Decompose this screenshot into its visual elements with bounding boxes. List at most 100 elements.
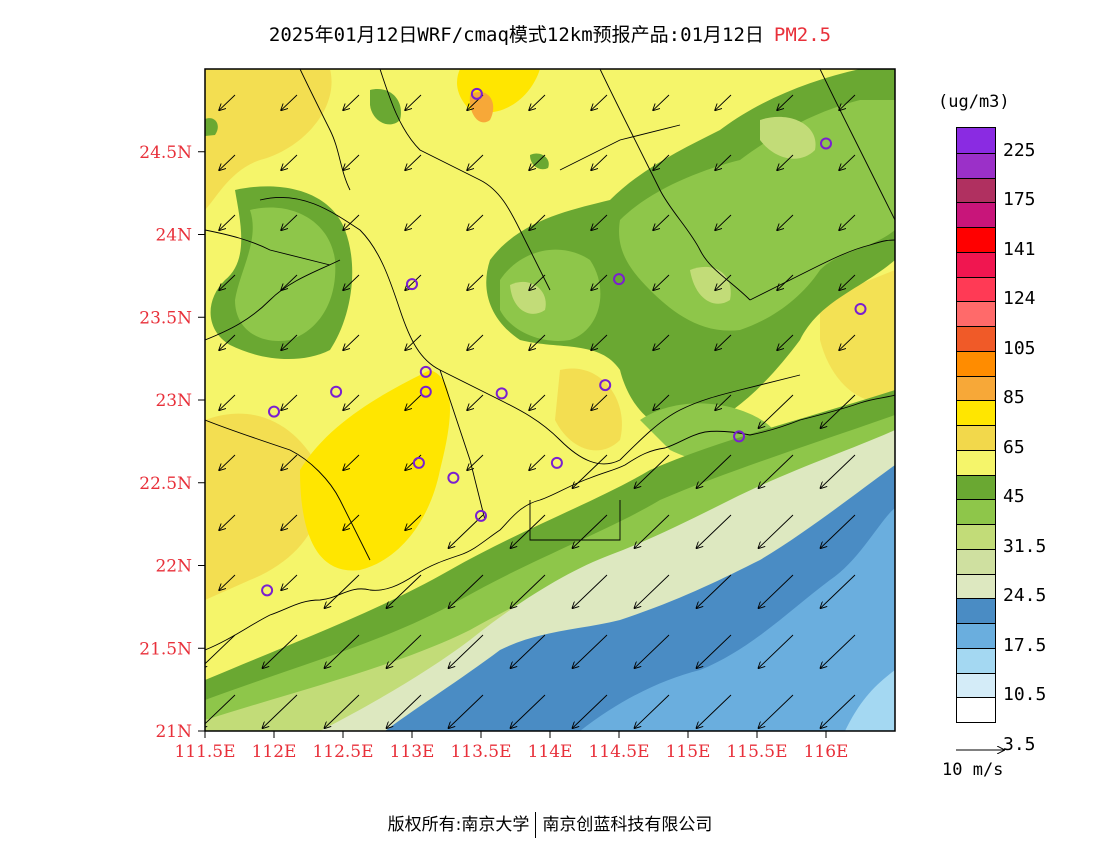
legend-swatch — [957, 202, 995, 227]
legend-swatch — [957, 326, 995, 351]
wind-arrow — [777, 274, 794, 290]
wind-arrow — [758, 394, 794, 428]
wind-arrow — [281, 214, 298, 230]
wind-arrow — [653, 274, 670, 290]
wind-arrow — [820, 574, 856, 608]
wind-arrow — [820, 454, 856, 488]
wind-arrow — [572, 574, 608, 608]
legend-swatch — [957, 647, 995, 673]
wind-arrow — [510, 634, 546, 668]
wind-arrow — [839, 214, 856, 230]
wind-arrow — [696, 694, 732, 728]
wind-arrow — [467, 454, 484, 470]
wind-arrow — [839, 94, 856, 110]
wind-arrow — [529, 154, 546, 170]
legend-swatch — [957, 177, 995, 203]
wind-arrow — [219, 514, 236, 530]
station-marker — [820, 137, 832, 150]
wind-arrow — [653, 394, 670, 410]
lon-label: 114E — [528, 742, 573, 762]
legend-swatch — [957, 573, 995, 599]
legend-label: 17.5 — [1003, 634, 1047, 656]
station-marker — [475, 509, 487, 522]
legend-swatch — [957, 301, 995, 326]
lat-label: 22N — [155, 557, 192, 577]
wind-arrow — [715, 154, 732, 170]
wind-arrow — [820, 394, 856, 428]
legend-label: 124 — [1003, 288, 1036, 310]
lon-label: 111.5E — [174, 742, 235, 762]
latitude-axis: 24.5N 24N 23.5N 23N 22.5N 22N 21.5N 21N — [139, 143, 205, 742]
wind-arrow — [467, 394, 484, 410]
wind-arrow — [281, 514, 298, 530]
legend-label: 141 — [1003, 238, 1036, 260]
wind-arrow — [281, 454, 298, 470]
monitoring-stations — [261, 87, 867, 597]
wind-arrow — [281, 334, 298, 350]
lon-label: 114.5E — [588, 742, 649, 762]
wind-arrow — [281, 574, 298, 590]
wind-vectors — [205, 94, 856, 728]
lon-label: 115E — [666, 742, 711, 762]
wind-arrow — [405, 154, 422, 170]
wind-arrow — [529, 274, 546, 290]
legend-label: 45 — [1003, 486, 1025, 508]
lat-label: 24.5N — [139, 143, 192, 163]
wind-arrow — [715, 214, 732, 230]
wind-arrow — [696, 634, 732, 668]
lat-label: 23.5N — [139, 308, 192, 328]
wind-arrow — [591, 274, 608, 290]
wind-arrow — [448, 574, 484, 608]
station-marker — [854, 302, 867, 315]
legend-label: 175 — [1003, 189, 1036, 211]
wind-arrow — [572, 514, 608, 548]
lon-label: 113E — [390, 742, 435, 762]
wind-arrow — [777, 94, 794, 110]
wind-arrow — [262, 634, 298, 668]
wind-arrow — [510, 514, 546, 548]
wind-arrow — [219, 334, 236, 350]
wind-arrow — [634, 694, 670, 728]
wind-arrow — [696, 574, 732, 608]
station-marker — [406, 278, 418, 291]
wind-arrow — [572, 694, 608, 728]
wind-arrow — [281, 394, 298, 410]
wind-arrow — [405, 334, 422, 350]
lon-label: 112E — [252, 742, 297, 762]
legend-swatch — [957, 449, 995, 475]
wind-arrow — [467, 334, 484, 350]
wind-arrow — [467, 214, 484, 230]
wind-arrow — [467, 154, 484, 170]
wind-arrow — [343, 454, 360, 470]
wind-arrow — [529, 334, 546, 350]
wind-arrow — [820, 694, 856, 728]
wind-arrow — [634, 514, 670, 548]
legend-swatch — [957, 548, 995, 574]
legend-swatch — [957, 623, 995, 648]
wind-arrow — [405, 94, 422, 110]
wind-arrow — [653, 154, 670, 170]
legend-swatch — [957, 400, 995, 425]
wind-arrow — [820, 634, 856, 668]
wind-arrow — [591, 154, 608, 170]
legend-swatch — [957, 598, 995, 623]
wind-arrow — [281, 94, 298, 110]
pollutant-label: PM2.5 — [773, 24, 832, 46]
wind-arrow — [572, 634, 608, 668]
wind-arrow — [262, 694, 298, 728]
wind-arrow — [343, 154, 360, 170]
lat-label: 21.5N — [139, 639, 192, 659]
legend-swatch — [957, 227, 995, 252]
wind-arrow — [386, 634, 422, 668]
legend-label: 85 — [1003, 387, 1025, 409]
lat-label: 21N — [155, 722, 192, 742]
wind-arrow — [343, 274, 360, 290]
legend-swatch — [957, 672, 995, 698]
copyright-footer: 版权所有:南京大学 南京创蓝科技有限公司 — [0, 810, 1100, 838]
wind-arrow — [219, 394, 236, 410]
wind-reference-label: 10 m/s — [942, 760, 1004, 780]
wind-arrow — [448, 694, 484, 728]
legend-label: 225 — [1003, 139, 1036, 161]
legend-label: 105 — [1003, 337, 1036, 359]
